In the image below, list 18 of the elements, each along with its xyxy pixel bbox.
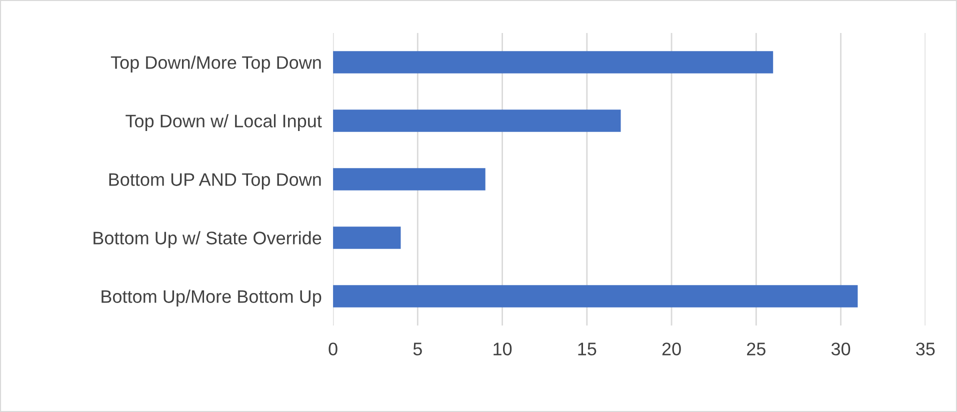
y-tick-label: Bottom Up/More Bottom Up xyxy=(102,290,322,307)
x-tick-label: 20 xyxy=(662,342,681,356)
x-tick-label: 10 xyxy=(494,342,512,356)
bar xyxy=(333,51,774,74)
y-tick-label: Top Down/More Top Down xyxy=(110,56,321,72)
bar xyxy=(333,226,401,249)
x-tick-label: 25 xyxy=(747,342,766,356)
x-tick-label: 35 xyxy=(916,342,935,356)
bar xyxy=(333,285,858,308)
bar xyxy=(333,168,486,190)
y-tick-label: Top Down w/ Local Input xyxy=(126,114,322,132)
bar xyxy=(333,110,621,132)
x-tick-label: 0 xyxy=(328,342,338,356)
y-tick-label: Bottom UP AND Top Down xyxy=(109,173,321,190)
x-tick-label: 30 xyxy=(831,342,850,356)
x-tick-label: 5 xyxy=(413,342,422,356)
x-tick-label: 15 xyxy=(578,342,596,356)
y-tick-label: Bottom Up w/ State Override xyxy=(94,231,322,248)
